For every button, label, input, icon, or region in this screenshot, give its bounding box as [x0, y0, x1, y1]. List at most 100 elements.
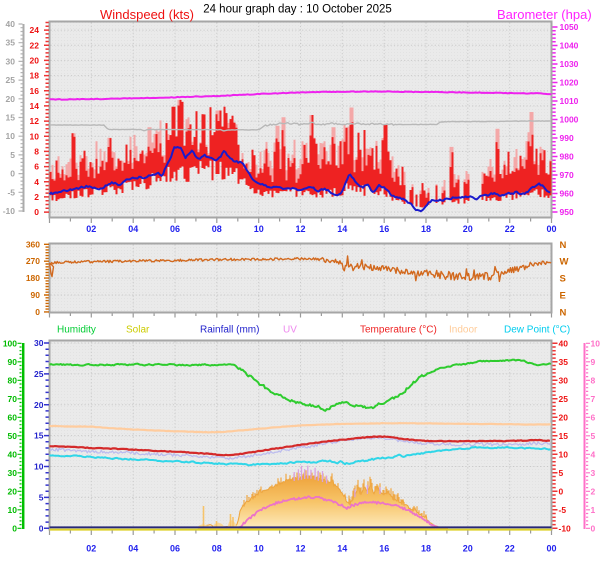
svg-text:15: 15 — [34, 431, 44, 441]
svg-text:6: 6 — [34, 162, 39, 172]
svg-text:30: 30 — [6, 56, 16, 66]
svg-text:0: 0 — [35, 307, 40, 317]
svg-text:30: 30 — [559, 375, 569, 385]
svg-text:Temperature (°C): Temperature (°C) — [360, 325, 437, 336]
svg-text:40: 40 — [8, 449, 18, 459]
svg-text:-10: -10 — [3, 206, 16, 216]
svg-text:4: 4 — [591, 449, 596, 459]
svg-text:80: 80 — [8, 375, 18, 385]
svg-text:10: 10 — [8, 505, 18, 515]
svg-text:1000: 1000 — [560, 115, 579, 125]
svg-text:20: 20 — [8, 486, 18, 496]
svg-text:S: S — [560, 274, 566, 285]
svg-text:980: 980 — [560, 152, 574, 162]
svg-text:10: 10 — [591, 338, 601, 348]
svg-text:W: W — [560, 257, 569, 268]
svg-text:100: 100 — [3, 338, 17, 348]
svg-text:12: 12 — [30, 116, 40, 126]
svg-text:24: 24 — [30, 25, 40, 35]
svg-text:02: 02 — [86, 544, 96, 554]
svg-text:0: 0 — [10, 169, 15, 179]
svg-text:5: 5 — [591, 431, 596, 441]
svg-text:10: 10 — [6, 131, 16, 141]
svg-text:Rainfall (mm): Rainfall (mm) — [200, 325, 259, 336]
svg-text:0: 0 — [591, 523, 596, 533]
svg-text:N: N — [560, 240, 567, 251]
svg-text:990: 990 — [560, 133, 574, 143]
svg-text:Humidity: Humidity — [57, 325, 96, 336]
svg-text:4: 4 — [34, 177, 39, 187]
svg-text:35: 35 — [6, 38, 16, 48]
svg-text:00: 00 — [546, 544, 556, 554]
svg-text:5: 5 — [39, 492, 44, 502]
svg-text:8: 8 — [34, 146, 39, 156]
svg-text:25: 25 — [34, 369, 44, 379]
svg-text:10: 10 — [34, 462, 44, 472]
svg-text:960: 960 — [560, 189, 574, 199]
svg-text:16: 16 — [379, 224, 389, 234]
svg-text:270: 270 — [26, 256, 40, 266]
svg-text:20: 20 — [463, 224, 473, 234]
svg-text:UV: UV — [283, 325, 297, 336]
svg-text:30: 30 — [34, 338, 44, 348]
svg-text:10: 10 — [30, 131, 40, 141]
svg-text:06: 06 — [170, 224, 180, 234]
svg-text:1040: 1040 — [560, 41, 579, 51]
svg-text:1010: 1010 — [560, 96, 579, 106]
svg-text:20: 20 — [34, 400, 44, 410]
svg-text:970: 970 — [560, 170, 574, 180]
svg-text:7: 7 — [591, 394, 596, 404]
svg-text:180: 180 — [26, 273, 40, 283]
svg-text:18: 18 — [421, 224, 431, 234]
svg-text:25: 25 — [559, 394, 569, 404]
svg-text:08: 08 — [212, 544, 222, 554]
svg-text:5: 5 — [10, 150, 15, 160]
svg-text:6: 6 — [591, 412, 596, 422]
svg-text:15: 15 — [559, 431, 569, 441]
svg-text:-5: -5 — [559, 505, 567, 515]
svg-text:360: 360 — [26, 239, 40, 249]
svg-text:70: 70 — [8, 394, 18, 404]
svg-text:60: 60 — [8, 412, 18, 422]
svg-text:10: 10 — [559, 449, 569, 459]
svg-text:20: 20 — [559, 412, 569, 422]
svg-text:25: 25 — [6, 75, 16, 85]
svg-text:20: 20 — [30, 55, 40, 65]
svg-text:20: 20 — [6, 94, 16, 104]
svg-text:06: 06 — [170, 544, 180, 554]
svg-text:14: 14 — [337, 224, 347, 234]
svg-text:0: 0 — [34, 207, 39, 217]
svg-text:Barometer (hpa): Barometer (hpa) — [497, 7, 592, 22]
svg-text:20: 20 — [463, 544, 473, 554]
svg-text:12: 12 — [295, 224, 305, 234]
svg-text:30: 30 — [8, 468, 18, 478]
svg-text:-10: -10 — [559, 523, 572, 533]
svg-text:0: 0 — [39, 523, 44, 533]
svg-text:0: 0 — [559, 486, 564, 496]
svg-text:22: 22 — [505, 544, 515, 554]
svg-text:90: 90 — [8, 357, 18, 367]
svg-text:1030: 1030 — [560, 59, 579, 69]
svg-text:16: 16 — [379, 544, 389, 554]
svg-text:08: 08 — [212, 224, 222, 234]
svg-text:3: 3 — [591, 468, 596, 478]
svg-text:18: 18 — [30, 71, 40, 81]
svg-text:Indoor: Indoor — [449, 325, 478, 336]
svg-text:04: 04 — [128, 224, 138, 234]
svg-text:14: 14 — [30, 101, 40, 111]
svg-text:14: 14 — [337, 544, 347, 554]
svg-text:2: 2 — [34, 192, 39, 202]
svg-text:04: 04 — [128, 544, 138, 554]
svg-text:50: 50 — [8, 431, 18, 441]
svg-text:40: 40 — [6, 19, 16, 29]
svg-text:16: 16 — [30, 86, 40, 96]
svg-text:22: 22 — [505, 224, 515, 234]
svg-text:2: 2 — [591, 486, 596, 496]
svg-text:950: 950 — [560, 207, 574, 217]
svg-text:12: 12 — [295, 544, 305, 554]
svg-text:22: 22 — [30, 40, 40, 50]
svg-text:00: 00 — [546, 224, 556, 234]
svg-text:18: 18 — [421, 544, 431, 554]
svg-text:Dew Point (°C): Dew Point (°C) — [504, 325, 570, 336]
svg-text:9: 9 — [591, 357, 596, 367]
